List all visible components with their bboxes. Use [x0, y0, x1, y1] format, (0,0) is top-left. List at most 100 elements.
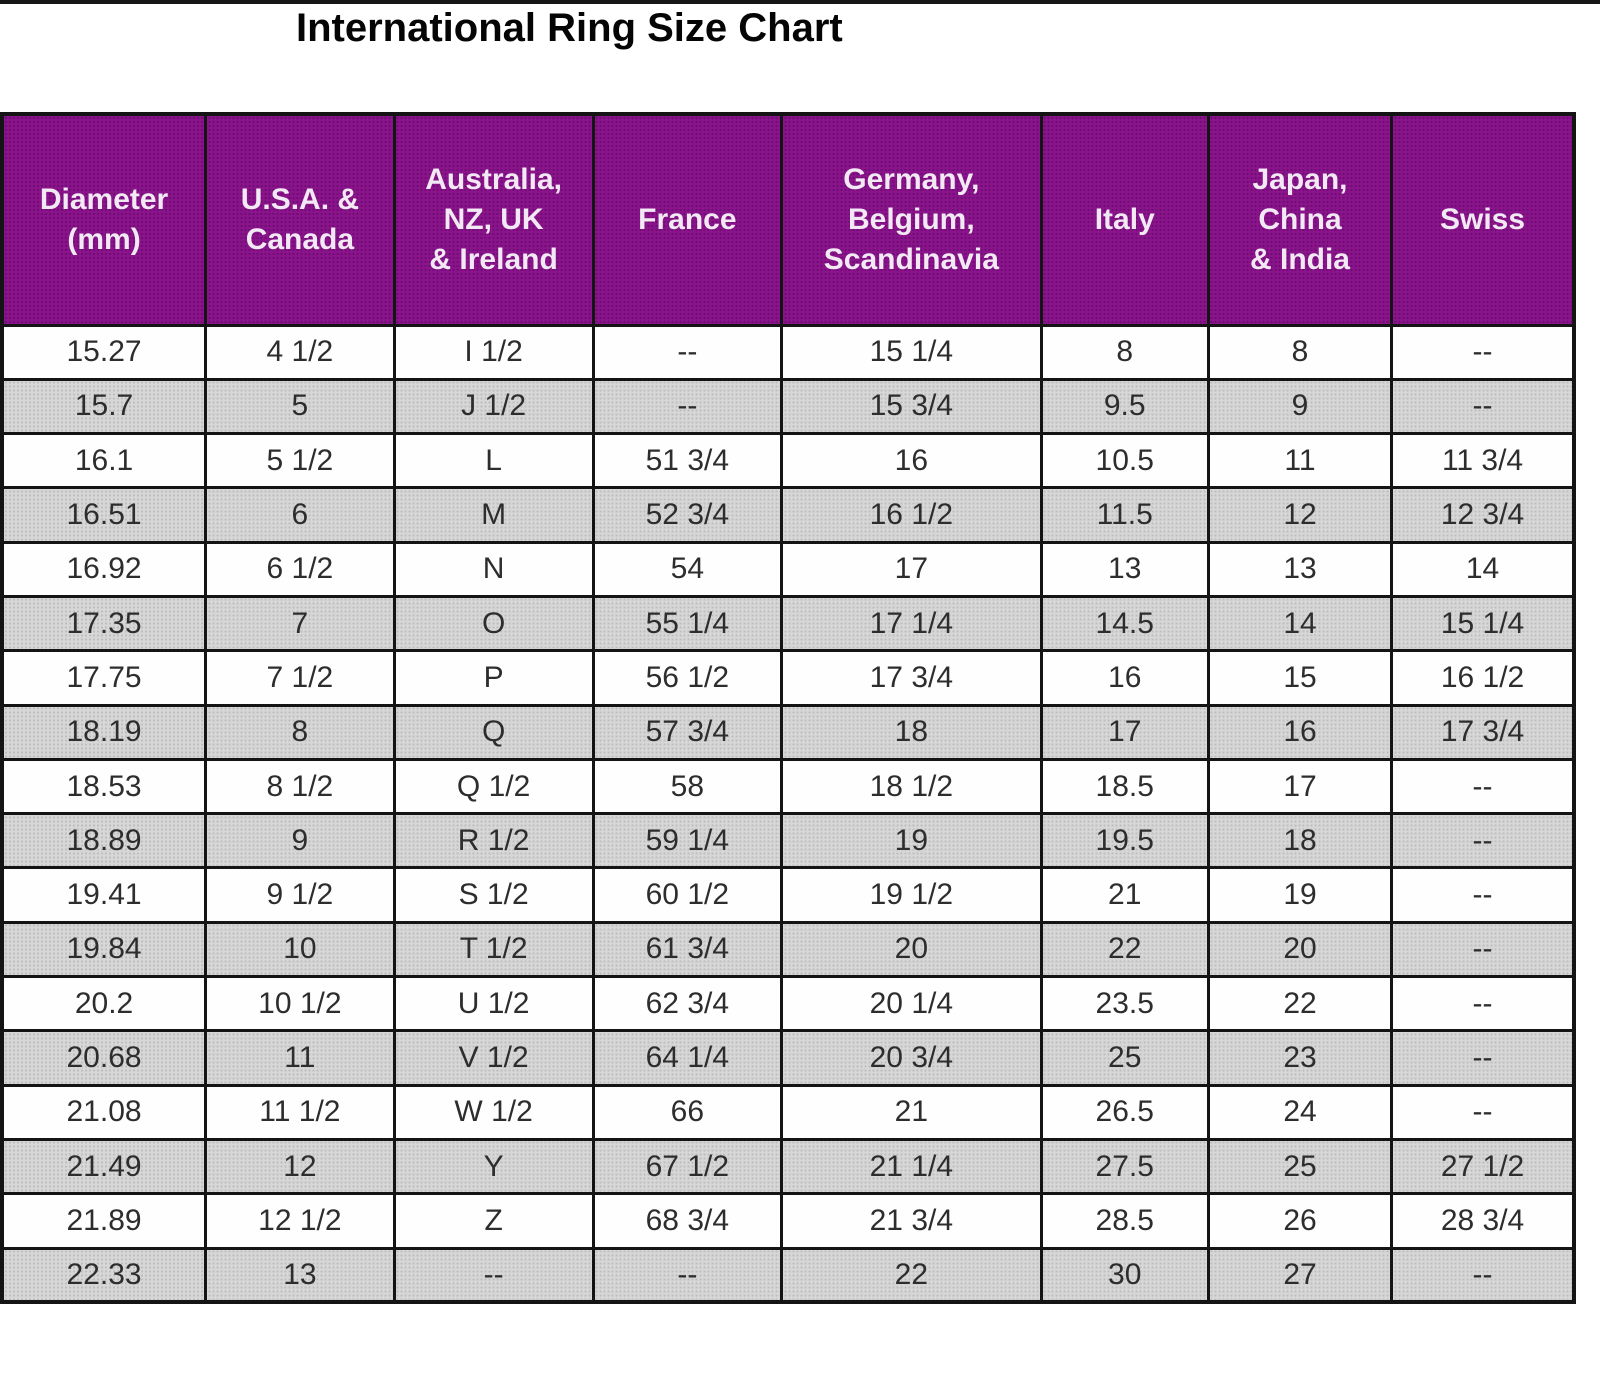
- cell: 16: [1039, 649, 1210, 707]
- cell: 20 1/4: [780, 975, 1043, 1033]
- column-header: Australia, NZ, UK & Ireland: [392, 112, 595, 327]
- column-header: France: [591, 112, 784, 327]
- cell: 25: [1039, 1029, 1210, 1087]
- cell: S 1/2: [392, 866, 595, 924]
- cell: --: [591, 377, 784, 436]
- table-row: 18.19 8 Q 57 3/4 18 17 16 17 3/4: [0, 703, 1576, 761]
- cell: 18.53: [0, 757, 208, 816]
- cell: L: [392, 432, 595, 490]
- cell: 14: [1390, 540, 1576, 598]
- cell: 28.5: [1039, 1192, 1210, 1250]
- cell: 62 3/4: [591, 975, 784, 1033]
- cell: 64 1/4: [591, 1029, 784, 1087]
- cell: 27: [1206, 1246, 1394, 1304]
- cell: 19: [1206, 866, 1394, 924]
- cell: 30: [1039, 1246, 1210, 1304]
- cell: 8: [1039, 323, 1210, 381]
- cell: 17: [1039, 703, 1210, 761]
- cell: 18.89: [0, 812, 208, 870]
- cell: 26: [1206, 1192, 1394, 1250]
- cell: 4 1/2: [204, 323, 396, 381]
- cell: 8: [1206, 323, 1394, 381]
- page-title: International Ring Size Chart: [296, 6, 843, 50]
- cell: 8 1/2: [204, 757, 396, 816]
- cell: 21.08: [0, 1083, 208, 1141]
- table-row: 18.53 8 1/2 Q 1/2 58 18 1/2 18.5 17 --: [0, 757, 1576, 816]
- cell: 13: [204, 1246, 396, 1304]
- cell: 15 3/4: [780, 377, 1043, 436]
- cell: 16.1: [0, 432, 208, 490]
- cell: --: [1390, 1029, 1576, 1087]
- cell: 16: [780, 432, 1043, 490]
- column-header: Germany, Belgium, Scandinavia: [780, 112, 1043, 327]
- cell: 26.5: [1039, 1083, 1210, 1141]
- cell: T 1/2: [392, 920, 595, 979]
- cell: 13: [1206, 540, 1394, 598]
- column-header: U.S.A. & Canada: [204, 112, 396, 327]
- cell: 52 3/4: [591, 486, 784, 544]
- cell: 14.5: [1039, 594, 1210, 653]
- cell: 6: [204, 486, 396, 544]
- cell: --: [1390, 1083, 1576, 1141]
- cell: 19 1/2: [780, 866, 1043, 924]
- cell: 17: [780, 540, 1043, 598]
- cell: 51 3/4: [591, 432, 784, 490]
- cell: 19: [780, 812, 1043, 870]
- cell: 24: [1206, 1083, 1394, 1141]
- cell: 12: [1206, 486, 1394, 544]
- table-row: 21.08 11 1/2 W 1/2 66 21 26.5 24 --: [0, 1083, 1576, 1141]
- table-header: Diameter (mm) U.S.A. & Canada Australia, N…: [0, 112, 1576, 327]
- cell: 12 1/2: [204, 1192, 396, 1250]
- cell: 16 1/2: [780, 486, 1043, 544]
- cell: 17: [1206, 757, 1394, 816]
- cell: 21.89: [0, 1192, 208, 1250]
- cell: 7: [204, 594, 396, 653]
- table-row: 17.35 7 O 55 1/4 17 1/4 14.5 14 15 1/4: [0, 594, 1576, 653]
- cell: 15 1/4: [780, 323, 1043, 381]
- cell: 11: [1206, 432, 1394, 490]
- cell: 9: [204, 812, 396, 870]
- cell: Q: [392, 703, 595, 761]
- cell: 17.75: [0, 649, 208, 707]
- cell: 23.5: [1039, 975, 1210, 1033]
- cell: 19.84: [0, 920, 208, 979]
- cell: --: [1390, 920, 1576, 979]
- cell: 18.5: [1039, 757, 1210, 816]
- cell: 23: [1206, 1029, 1394, 1087]
- cell: --: [1390, 812, 1576, 870]
- column-header: Swiss: [1390, 112, 1576, 327]
- table-row: 18.89 9 R 1/2 59 1/4 19 19.5 18 --: [0, 812, 1576, 870]
- cell: 5: [204, 377, 396, 436]
- cell: 20.2: [0, 975, 208, 1033]
- cell: 59 1/4: [591, 812, 784, 870]
- cell: 55 1/4: [591, 594, 784, 653]
- table-row: 16.51 6 M 52 3/4 16 1/2 11.5 12 12 3/4: [0, 486, 1576, 544]
- cell: 21: [780, 1083, 1043, 1141]
- cell: 17 1/4: [780, 594, 1043, 653]
- cell: 25: [1206, 1137, 1394, 1196]
- cell: 18 1/2: [780, 757, 1043, 816]
- cell: 22: [780, 1246, 1043, 1304]
- cell: 14: [1206, 594, 1394, 653]
- cell: 12: [204, 1137, 396, 1196]
- cell: U 1/2: [392, 975, 595, 1033]
- cell: 8: [204, 703, 396, 761]
- table-row: 20.68 11 V 1/2 64 1/4 20 3/4 25 23 --: [0, 1029, 1576, 1087]
- table-row: 16.92 6 1/2 N 54 17 13 13 14: [0, 540, 1576, 598]
- table-row: 21.89 12 1/2 Z 68 3/4 21 3/4 28.5 26 28 3/4: [0, 1192, 1576, 1250]
- cell: 7 1/2: [204, 649, 396, 707]
- cell: 21.49: [0, 1137, 208, 1196]
- cell: 15: [1206, 649, 1394, 707]
- cell: 61 3/4: [591, 920, 784, 979]
- cell: J 1/2: [392, 377, 595, 436]
- cell: 10.5: [1039, 432, 1210, 490]
- cell: 27 1/2: [1390, 1137, 1576, 1196]
- cell: 16.51: [0, 486, 208, 544]
- cell: 5 1/2: [204, 432, 396, 490]
- table-row: 15.27 4 1/2 I 1/2 -- 15 1/4 8 8 --: [0, 323, 1576, 381]
- table-row: 21.49 12 Y 67 1/2 21 1/4 27.5 25 27 1/2: [0, 1137, 1576, 1196]
- cell: M: [392, 486, 595, 544]
- cell: 20.68: [0, 1029, 208, 1087]
- cell: O: [392, 594, 595, 653]
- cell: 20: [1206, 920, 1394, 979]
